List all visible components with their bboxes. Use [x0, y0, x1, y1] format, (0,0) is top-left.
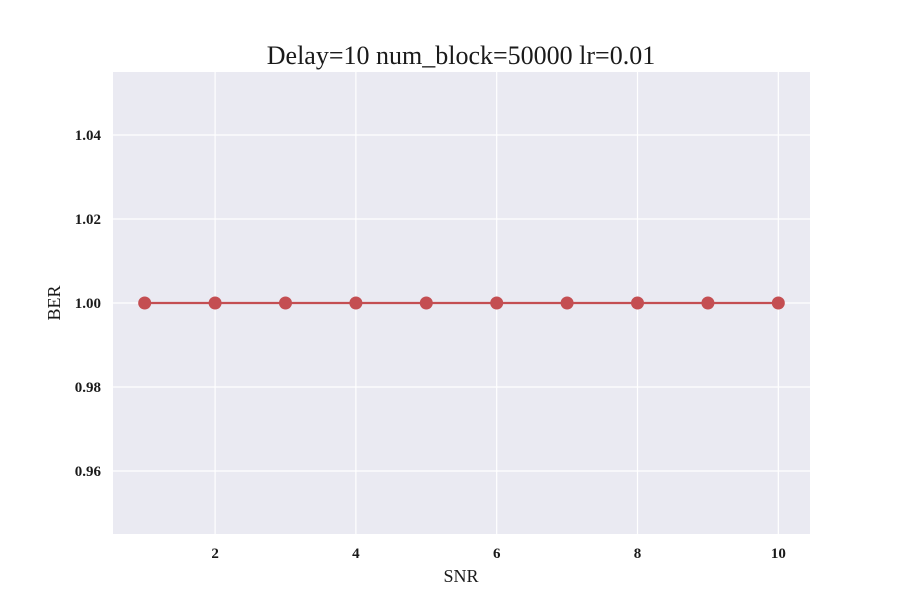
data-point [771, 296, 785, 310]
data-point [560, 296, 574, 310]
y-tick-label: 0.96 [75, 464, 102, 480]
data-point [208, 296, 222, 310]
x-tick-label: 2 [211, 546, 219, 562]
y-axis-label: BER [44, 285, 64, 320]
data-point [490, 296, 504, 310]
x-axis-label: SNR [443, 566, 478, 586]
data-point [701, 296, 715, 310]
data-point [631, 296, 645, 310]
y-tick-label: 0.98 [75, 380, 101, 396]
x-tick-label: 10 [771, 546, 786, 562]
chart-title: Delay=10 num_block=50000 lr=0.01 [267, 41, 655, 70]
series-layer [138, 296, 785, 310]
x-tick-label: 8 [634, 546, 642, 562]
y-tick-labels: 0.96 0.98 1.00 1.02 1.04 [75, 128, 102, 480]
y-tick-label: 1.00 [75, 296, 101, 312]
data-point [278, 296, 292, 310]
x-tick-label: 6 [493, 546, 501, 562]
y-tick-label: 1.02 [75, 212, 101, 228]
x-tick-labels: 2 4 6 8 10 [211, 546, 785, 562]
data-point [419, 296, 433, 310]
data-point [138, 296, 152, 310]
y-tick-label: 1.04 [75, 128, 102, 144]
data-point [349, 296, 363, 310]
x-tick-label: 4 [352, 546, 360, 562]
